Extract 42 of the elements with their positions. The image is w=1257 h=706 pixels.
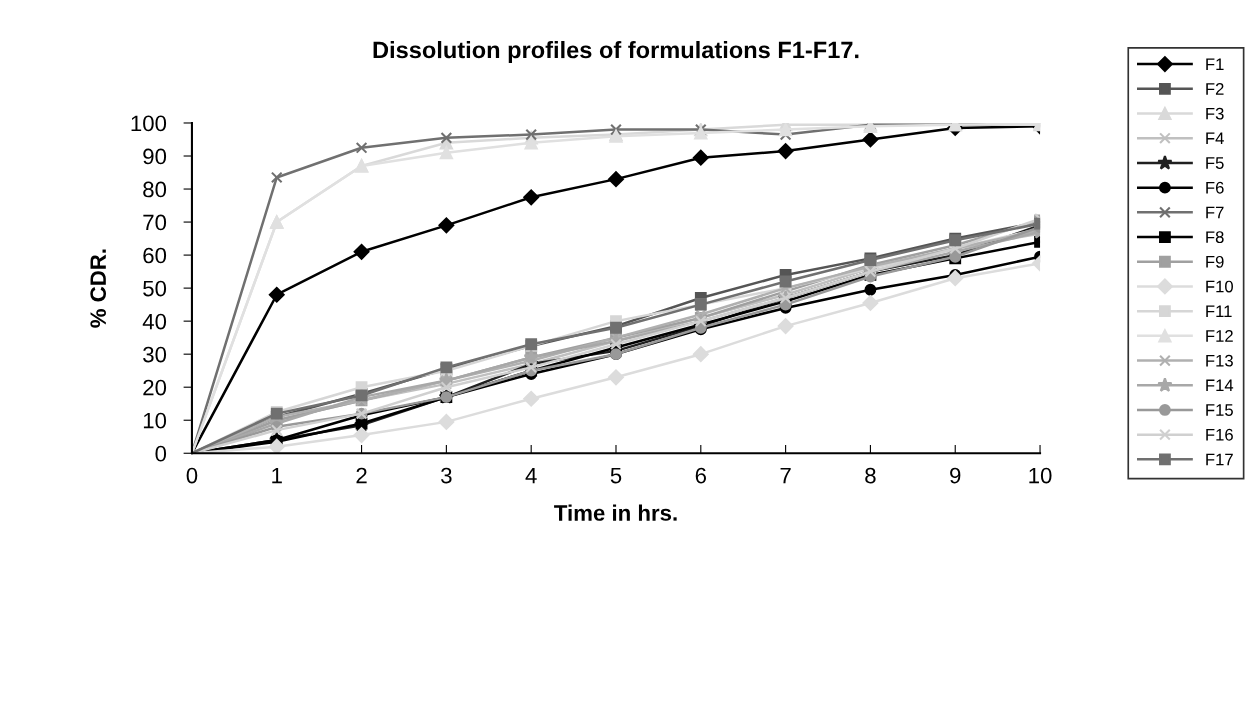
x-tick-label: 10 bbox=[1029, 467, 1052, 484]
legend-label: F14 bbox=[1206, 379, 1234, 392]
y-tick-label: 90 bbox=[143, 148, 167, 165]
legend-label: F4 bbox=[1206, 132, 1224, 145]
x-tick-label: 3 bbox=[441, 467, 452, 484]
x-tick-label: 5 bbox=[610, 467, 622, 484]
y-tick-label: 80 bbox=[143, 181, 167, 198]
x-tick-label: 6 bbox=[695, 467, 707, 484]
legend-label: F10 bbox=[1206, 280, 1233, 293]
x-tick-label: 0 bbox=[186, 467, 198, 484]
legend-label: F5 bbox=[1206, 157, 1224, 169]
legend-label: F12 bbox=[1206, 330, 1233, 342]
x-tick-label: 4 bbox=[525, 467, 537, 484]
y-tick-label: 0 bbox=[155, 445, 167, 462]
chart-title: Dissolution profiles of formulations F1-F17. bbox=[373, 41, 859, 63]
legend-label: F11 bbox=[1206, 305, 1232, 317]
legend-label: F7 bbox=[1206, 206, 1224, 219]
y-tick-label: 30 bbox=[143, 346, 167, 363]
legend-label: F17 bbox=[1206, 453, 1233, 466]
legend-label: F16 bbox=[1206, 428, 1233, 441]
x-tick-label: 7 bbox=[780, 467, 791, 484]
y-tick-label: 70 bbox=[143, 214, 167, 231]
legend-label: F8 bbox=[1206, 231, 1224, 244]
x-tick-label: 1 bbox=[272, 467, 282, 484]
y-tick-label: 60 bbox=[143, 247, 167, 264]
legend-label: F6 bbox=[1206, 181, 1224, 194]
legend-label: F9 bbox=[1206, 255, 1224, 268]
y-tick-label: 10 bbox=[143, 412, 167, 429]
y-tick-label: 100 bbox=[131, 115, 167, 132]
x-tick-label: 2 bbox=[356, 467, 367, 484]
x-axis-title: Time in hrs. bbox=[554, 504, 677, 521]
legend-label: F3 bbox=[1206, 107, 1224, 120]
x-tick-label: 9 bbox=[950, 467, 961, 484]
y-axis-title: % CDR. bbox=[90, 249, 107, 328]
legend-label: F2 bbox=[1206, 83, 1224, 95]
legend-label: F15 bbox=[1206, 404, 1233, 416]
legend-label: F1 bbox=[1206, 58, 1224, 70]
y-tick-label: 40 bbox=[142, 313, 167, 330]
x-tick-label: 8 bbox=[865, 467, 876, 484]
y-tick-label: 50 bbox=[143, 280, 167, 297]
y-tick-label: 20 bbox=[143, 379, 167, 396]
legend-label: F13 bbox=[1206, 354, 1233, 367]
